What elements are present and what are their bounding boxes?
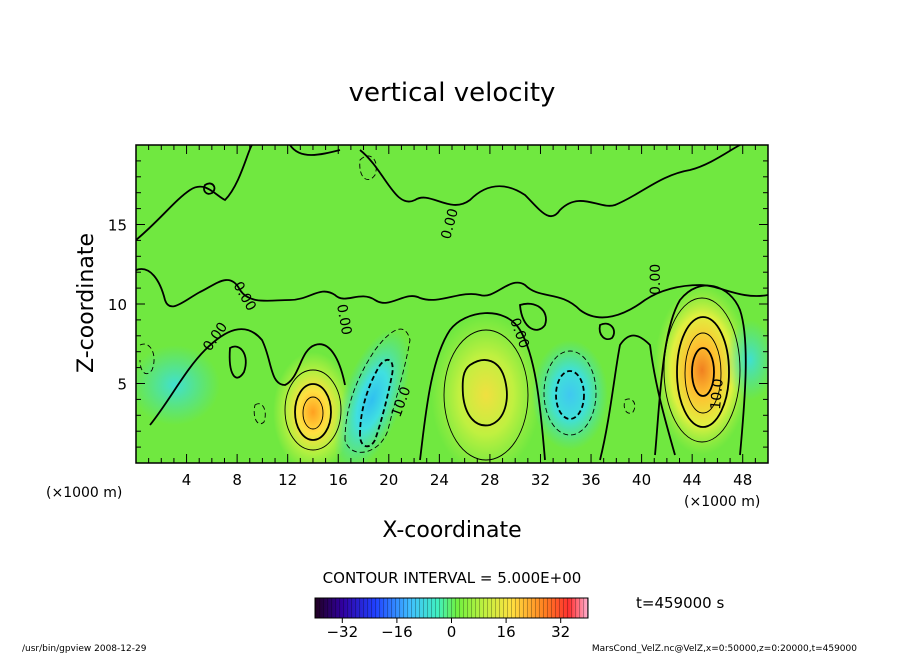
y-tick-label: 5 xyxy=(117,376,127,394)
contour-small-6 xyxy=(253,403,266,425)
contour-plus-15-c xyxy=(684,332,722,414)
field-blob-downdraft-1 xyxy=(333,328,411,463)
field-blob-updraft-1 xyxy=(273,352,353,463)
x-tick-label: 4 xyxy=(182,471,192,489)
colorbar-tick-label: 16 xyxy=(497,623,516,641)
contour-small-3 xyxy=(228,345,247,379)
x-unit-left: (×1000 m) xyxy=(46,485,122,501)
y-tick-label: 15 xyxy=(108,217,127,235)
plot-area: 0.00 0.00 0.00 0.00 0.00 0.00 10.0 10.0 xyxy=(136,145,768,463)
contour-label: 0.00 xyxy=(648,264,664,295)
colorbar-tick-label: −16 xyxy=(381,623,413,641)
colorbar-tick-label: 0 xyxy=(447,623,457,641)
contour-small-5 xyxy=(598,322,615,340)
contour-interval: CONTOUR INTERVAL = 5.000E+00 xyxy=(323,569,582,587)
field-blob-updraft-3 xyxy=(654,285,750,455)
contour-plus-5-b xyxy=(443,329,529,461)
field-blob-updraft-2 xyxy=(431,315,541,463)
contour-label: 10.0 xyxy=(708,378,727,410)
contour-zero-low-4 xyxy=(654,284,747,456)
field-blob-left xyxy=(136,345,220,425)
x-tick-label: 44 xyxy=(683,471,702,489)
contour-minus-5-b xyxy=(543,350,597,436)
footer-source: MarsCond_VelZ.nc@VelZ,x=0:50000,z=0:2000… xyxy=(592,644,857,654)
x-tick-label: 16 xyxy=(329,471,348,489)
x-tick-label: 48 xyxy=(733,471,752,489)
contour-minus-10-a xyxy=(359,358,394,448)
colorbar-tick-label: 32 xyxy=(551,623,570,641)
contour-plus-10-b xyxy=(461,359,508,427)
contour-small-2 xyxy=(203,182,216,195)
x-axis-title: X-coordinate xyxy=(382,518,521,543)
contour-plus-10-c xyxy=(676,316,730,428)
contour-small-1 xyxy=(359,155,377,180)
contour-plus-15-a xyxy=(302,396,324,430)
contour-zero-low-3 xyxy=(599,334,676,461)
contour-zero-low-1 xyxy=(149,328,346,426)
x-unit-right: (×1000 m) xyxy=(684,494,760,510)
contour-plus-10-a xyxy=(294,383,332,441)
field-blob-downdraft-2 xyxy=(532,340,608,450)
contour-label: 0.00 xyxy=(333,303,354,336)
contour-plus-20-c xyxy=(691,347,715,397)
x-tick-label: 20 xyxy=(379,471,398,489)
x-tick-label: 40 xyxy=(632,471,651,489)
colorbar-segments xyxy=(315,598,588,618)
time-label: t=459000 s xyxy=(636,594,724,612)
x-tick-label: 36 xyxy=(581,471,600,489)
contours xyxy=(136,145,768,461)
footer-program: /usr/bin/gpview 2008-12-29 xyxy=(22,644,147,654)
contour-label: 0.00 xyxy=(438,207,462,241)
contour-small-4 xyxy=(519,302,547,331)
colorbar-tick-label: −32 xyxy=(326,623,358,641)
contour-plus-5-a xyxy=(284,369,342,451)
contour-zero-mid xyxy=(136,268,768,319)
x-tick-label: 12 xyxy=(278,471,297,489)
y-tick-label: 10 xyxy=(108,296,127,314)
colorbar: −32 −16 0 16 32 xyxy=(314,597,589,641)
chart-title: vertical velocity xyxy=(349,78,556,108)
y-axis-title: Z-coordinate xyxy=(74,233,99,373)
x-tick-label: 8 xyxy=(232,471,242,489)
contour-minus-5-a xyxy=(344,328,411,453)
contour-minus-5-c xyxy=(139,343,155,374)
contour-zero-upper xyxy=(136,145,741,241)
colorbar-ticks: −32 −16 0 16 32 xyxy=(326,618,570,641)
contour-small-7 xyxy=(623,398,636,414)
x-tick-label: 32 xyxy=(531,471,550,489)
x-tick-label: 24 xyxy=(430,471,449,489)
x-tick-label: 28 xyxy=(480,471,499,489)
contour-minus-10-b xyxy=(555,370,585,420)
contour-plus-5-c xyxy=(663,297,741,443)
contour-zero-low-2 xyxy=(419,312,546,461)
